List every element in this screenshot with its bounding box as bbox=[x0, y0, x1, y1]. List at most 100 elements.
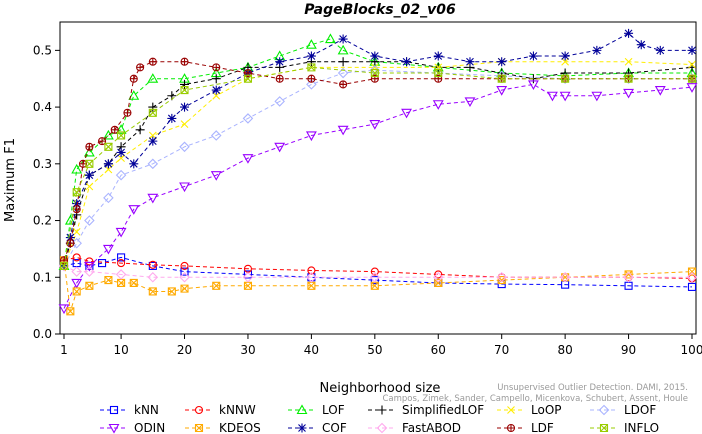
series-marker bbox=[115, 169, 127, 181]
legend-label: kNNW bbox=[219, 403, 256, 417]
series-marker bbox=[324, 33, 336, 44]
series-ldf bbox=[59, 57, 697, 265]
x-tick-label: 30 bbox=[240, 343, 255, 357]
series-marker bbox=[624, 74, 633, 83]
series-marker bbox=[117, 131, 126, 140]
series-marker bbox=[276, 75, 284, 83]
y-tick-label: 0.3 bbox=[33, 157, 52, 171]
series-marker bbox=[65, 233, 75, 243]
series-marker bbox=[433, 51, 443, 61]
series-marker bbox=[115, 124, 127, 134]
series-marker bbox=[98, 259, 107, 268]
series-marker bbox=[337, 125, 349, 136]
watermark-line-2: Campos, Zimek, Sander, Campello, Micenko… bbox=[382, 394, 688, 404]
x-tick-label: 20 bbox=[177, 343, 192, 357]
series-marker bbox=[307, 63, 316, 72]
series-marker bbox=[307, 75, 315, 83]
legend-item: kNNW bbox=[185, 403, 256, 417]
series-marker bbox=[85, 257, 94, 266]
series-marker bbox=[181, 58, 189, 66]
series-marker bbox=[275, 57, 285, 67]
series-marker bbox=[104, 165, 113, 174]
series-marker bbox=[497, 74, 506, 83]
series-marker bbox=[147, 271, 159, 283]
series-marker bbox=[687, 45, 697, 55]
series-marker bbox=[401, 108, 412, 119]
plot-frame bbox=[59, 21, 697, 335]
series-marker bbox=[104, 142, 113, 151]
series-marker bbox=[148, 287, 157, 296]
series-marker bbox=[85, 281, 94, 290]
series-simplifiedlof bbox=[59, 57, 697, 271]
series-marker bbox=[636, 40, 646, 50]
series-marker bbox=[117, 278, 126, 287]
legend-label: SimplifiedLOF bbox=[402, 403, 484, 417]
series-inflo bbox=[59, 63, 697, 270]
series-marker bbox=[560, 51, 570, 61]
series-marker bbox=[211, 74, 221, 84]
series-marker bbox=[297, 423, 307, 433]
series-marker bbox=[561, 57, 570, 66]
series-marker bbox=[211, 85, 221, 95]
legend-item: LDF bbox=[497, 421, 554, 434]
series-lines bbox=[58, 28, 698, 316]
series-marker bbox=[242, 113, 254, 124]
series-marker bbox=[72, 253, 81, 262]
series-marker bbox=[296, 404, 308, 415]
series-marker bbox=[654, 86, 666, 96]
series-marker bbox=[687, 282, 697, 291]
series-marker bbox=[147, 158, 159, 170]
series-marker bbox=[242, 154, 254, 164]
series-marker bbox=[179, 141, 190, 153]
series-marker bbox=[432, 271, 444, 283]
y-tick-label: 0.4 bbox=[33, 100, 52, 114]
series-marker bbox=[598, 404, 610, 416]
x-tick-label: 1 bbox=[60, 343, 68, 357]
series-marker bbox=[339, 80, 347, 88]
y-tick-label: 0.5 bbox=[33, 43, 52, 57]
legend-label: ODIN bbox=[134, 421, 165, 434]
series-marker bbox=[306, 271, 317, 283]
series-marker bbox=[243, 270, 253, 279]
series-marker bbox=[243, 74, 253, 83]
series-marker bbox=[117, 253, 126, 262]
series-marker bbox=[369, 271, 381, 283]
series-marker bbox=[307, 281, 316, 290]
series-marker bbox=[559, 271, 571, 283]
series-marker bbox=[496, 86, 508, 96]
x-tick-label: 70 bbox=[494, 343, 509, 357]
legend-label: LOF bbox=[322, 403, 345, 417]
series-marker bbox=[104, 276, 113, 285]
x-tick-label: 50 bbox=[367, 343, 382, 357]
series-marker bbox=[624, 57, 633, 66]
series-marker bbox=[497, 57, 507, 67]
series-marker bbox=[432, 100, 444, 110]
series-line bbox=[63, 66, 692, 267]
series-line bbox=[63, 83, 693, 309]
series-marker bbox=[116, 147, 126, 157]
series-marker bbox=[369, 120, 381, 130]
series-marker bbox=[98, 137, 106, 145]
legend-label: LDF bbox=[531, 421, 554, 434]
y-tick-label: 0.1 bbox=[33, 270, 52, 284]
series-marker bbox=[687, 74, 697, 83]
series-marker bbox=[103, 192, 114, 204]
series-fastabod bbox=[58, 260, 698, 283]
series-marker bbox=[655, 45, 665, 55]
series-marker bbox=[307, 266, 316, 275]
series-marker bbox=[129, 159, 139, 169]
series-marker bbox=[434, 69, 443, 78]
series-marker bbox=[72, 287, 81, 296]
series-marker bbox=[180, 102, 190, 112]
series-marker bbox=[84, 170, 94, 180]
series-marker bbox=[623, 88, 635, 99]
series-marker bbox=[528, 51, 538, 61]
y-axis: 0.0 0.1 0.2 0.3 0.4 0.5 bbox=[33, 43, 60, 341]
series-marker bbox=[210, 130, 222, 141]
legend-item: LoOP bbox=[497, 403, 562, 417]
series-marker bbox=[103, 159, 113, 169]
x-tick-label: 80 bbox=[557, 343, 572, 357]
series-marker bbox=[117, 259, 126, 268]
series-marker bbox=[179, 182, 190, 193]
series-marker bbox=[591, 91, 603, 102]
